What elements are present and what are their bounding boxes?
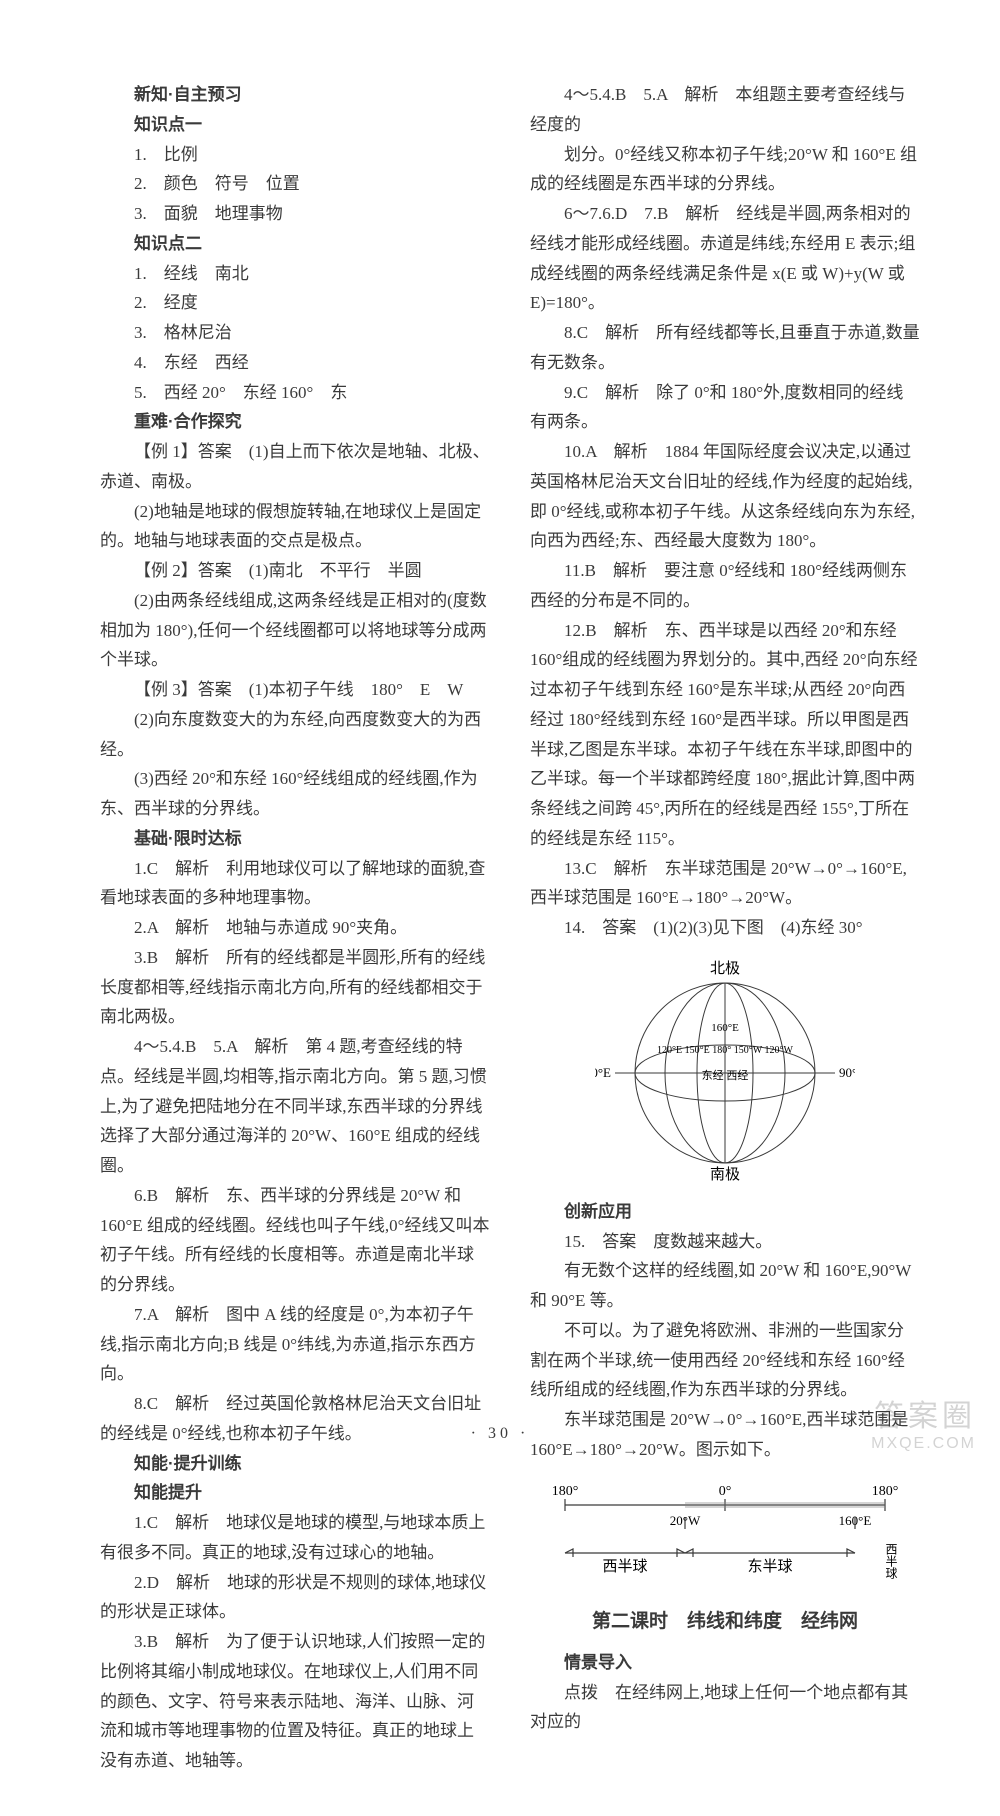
svg-text:南极: 南极 [710, 1166, 740, 1183]
watermark: 答案圈 MXQE.COM [871, 1391, 976, 1453]
r67: 6～7.6.D 7.B 解析 经线是半圆,两条相对的经线才能形成经线圈。赤道是纬… [530, 199, 920, 318]
kp1-1: 1. 比例 [100, 140, 490, 170]
watermark-cn: 答案圈 [871, 1391, 976, 1435]
ex2b: (2)由两条经线组成,这两条经线是正相对的(度数相加为 180°),任何一个经线… [100, 586, 490, 675]
r13: 13.C 解析 东半球范围是 20°W→0°→160°E,西半球范围是 160°… [530, 854, 920, 914]
kp2-5: 5. 西经 20° 东经 160° 东 [100, 378, 490, 408]
svg-text:120°E 150°E 180° 150°W 120°W: 120°E 150°E 180° 150°W 120°W [657, 1045, 793, 1056]
svg-text:90°W: 90°W [839, 1065, 855, 1080]
q2: 2.A 解析 地轴与赤道成 90°夹角。 [100, 913, 490, 943]
r15a: 15. 答案 度数越来越大。 [530, 1227, 920, 1257]
watermark-en: MXQE.COM [871, 1435, 976, 1453]
svg-text:西半球: 西半球 [602, 1558, 647, 1575]
svg-text:西半球: 西半球 [884, 1543, 898, 1579]
r11: 11.B 解析 要注意 0°经线和 180°经线两侧东西经的分布是不同的。 [530, 556, 920, 616]
ex3: 【例 3】答案 (1)本初子午线 180° E W [100, 675, 490, 705]
heading-skill: 知能·提升训练 [100, 1449, 490, 1479]
numberline-figure: 180° 0° 180° 20°W 160°E 西半球 东半球 西半球 [530, 1475, 920, 1585]
ex2: 【例 2】答案 (1)南北 不平行 半圆 [100, 556, 490, 586]
svg-text:180°: 180° [872, 1484, 899, 1499]
q1: 1.C 解析 利用地球仪可以了解地球的面貌,查看地球表面的多种地理事物。 [100, 854, 490, 914]
svg-text:160°E: 160°E [711, 1022, 739, 1034]
r8: 8.C 解析 所有经线都等长,且垂直于赤道,数量有无数条。 [530, 318, 920, 378]
q3: 3.B 解析 所有的经线都是半圆形,所有的经线长度都相等,经线指示南北方向,所有… [100, 943, 490, 1032]
svg-text:东经 西经: 东经 西经 [702, 1069, 749, 1082]
heading-scene: 情景导入 [530, 1648, 920, 1678]
r15b: 有无数个这样的经线圈,如 20°W 和 160°E,90°W 和 90°E 等。 [530, 1256, 920, 1316]
r15c: 不可以。为了避免将欧洲、非洲的一些国家分割在两个半球,统一使用西经 20°经线和… [530, 1316, 920, 1405]
r14: 14. 答案 (1)(2)(3)见下图 (4)东经 30° [530, 913, 920, 943]
r12: 12.B 解析 东、西半球是以西经 20°和东经 160°组成的经线圈为界划分的… [530, 616, 920, 854]
p3: 3.B 解析 为了便于认识地球,人们按照一定的比例将其缩小制成地球仪。在地球仪上… [100, 1627, 490, 1776]
kp2-3: 3. 格林尼治 [100, 318, 490, 348]
ex3b: (2)向东度数变大的为东经,向西度数变大的为西经。 [100, 705, 490, 765]
heading-explore: 重难·合作探究 [100, 407, 490, 437]
p1: 1.C 解析 地球仪是地球的模型,与地球本质上有很多不同。真正的地球,没有过球心… [100, 1508, 490, 1568]
r9: 9.C 解析 除了 0°和 180°外,度数相同的经线有两条。 [530, 378, 920, 438]
kp2-2: 2. 经度 [100, 288, 490, 318]
globe-figure: 北极 南极 90°E 90°W 160°E 120°E 150°E 180° 1… [530, 953, 920, 1183]
svg-text:0°: 0° [719, 1484, 732, 1499]
numberline-svg: 180° 0° 180° 20°W 160°E 西半球 东半球 西半球 [535, 1475, 915, 1585]
r0: 划分。0°经线又称本初子午线;20°W 和 160°E 组成的经线圈是东西半球的… [530, 140, 920, 200]
svg-text:90°E: 90°E [595, 1065, 611, 1080]
kp2-head: 知识点二 [100, 229, 490, 259]
kp1-3: 3. 面貌 地理事物 [100, 199, 490, 229]
svg-text:东半球: 东半球 [747, 1558, 792, 1575]
ex1: 【例 1】答案 (1)自上而下依次是地轴、北极、赤道、南极。 [100, 437, 490, 497]
heading-preview: 新知·自主预习 [100, 80, 490, 110]
heading-basic: 基础·限时达标 [100, 824, 490, 854]
svg-text:160°E: 160°E [839, 1513, 872, 1528]
ex1b: (2)地轴是地球的假想旋转轴,在地球仪上是固定的。地轴与地球表面的交点是极点。 [100, 497, 490, 557]
svg-text:20°W: 20°W [670, 1513, 701, 1528]
p2: 2.D 解析 地球的形状是不规则的球体,地球仪的形状是正球体。 [100, 1568, 490, 1628]
lesson-head: 第二课时 纬线和纬度 经纬网 [530, 1605, 920, 1638]
heading-skill-sub: 知能提升 [100, 1478, 490, 1508]
q7: 7.A 解析 图中 A 线的经度是 0°,为本初子午线,指示南北方向;B 线是 … [100, 1300, 490, 1389]
globe-svg: 北极 南极 90°E 90°W 160°E 120°E 150°E 180° 1… [595, 953, 855, 1183]
svg-text:180°: 180° [552, 1484, 579, 1499]
q6: 6.B 解析 东、西半球的分界线是 20°W 和 160°E 组成的经线圈。经线… [100, 1181, 490, 1300]
svg-text:北极: 北极 [710, 960, 740, 977]
heading-innovate: 创新应用 [530, 1197, 920, 1227]
page-number: · 30 · [0, 1425, 1000, 1443]
ex3c: (3)西经 20°和东经 160°经线组成的经线圈,作为东、西半球的分界线。 [100, 764, 490, 824]
r10: 10.A 解析 1884 年国际经度会议决定,以通过英国格林尼治天文台旧址的经线… [530, 437, 920, 556]
kp2-4: 4. 东经 西经 [100, 348, 490, 378]
kp1-2: 2. 颜色 符号 位置 [100, 169, 490, 199]
kp2-1: 1. 经线 南北 [100, 259, 490, 289]
q45: 4～5.4.B 5.A 解析 第 4 题,考查经线的特点。经线是半圆,均相等,指… [100, 1032, 490, 1181]
p45: 4～5.4.B 5.A 解析 本组题主要考查经线与经度的 [530, 80, 920, 140]
scene-text: 点拨 在经纬网上,地球上任何一个地点都有其对应的 [530, 1678, 920, 1738]
kp1-head: 知识点一 [100, 110, 490, 140]
